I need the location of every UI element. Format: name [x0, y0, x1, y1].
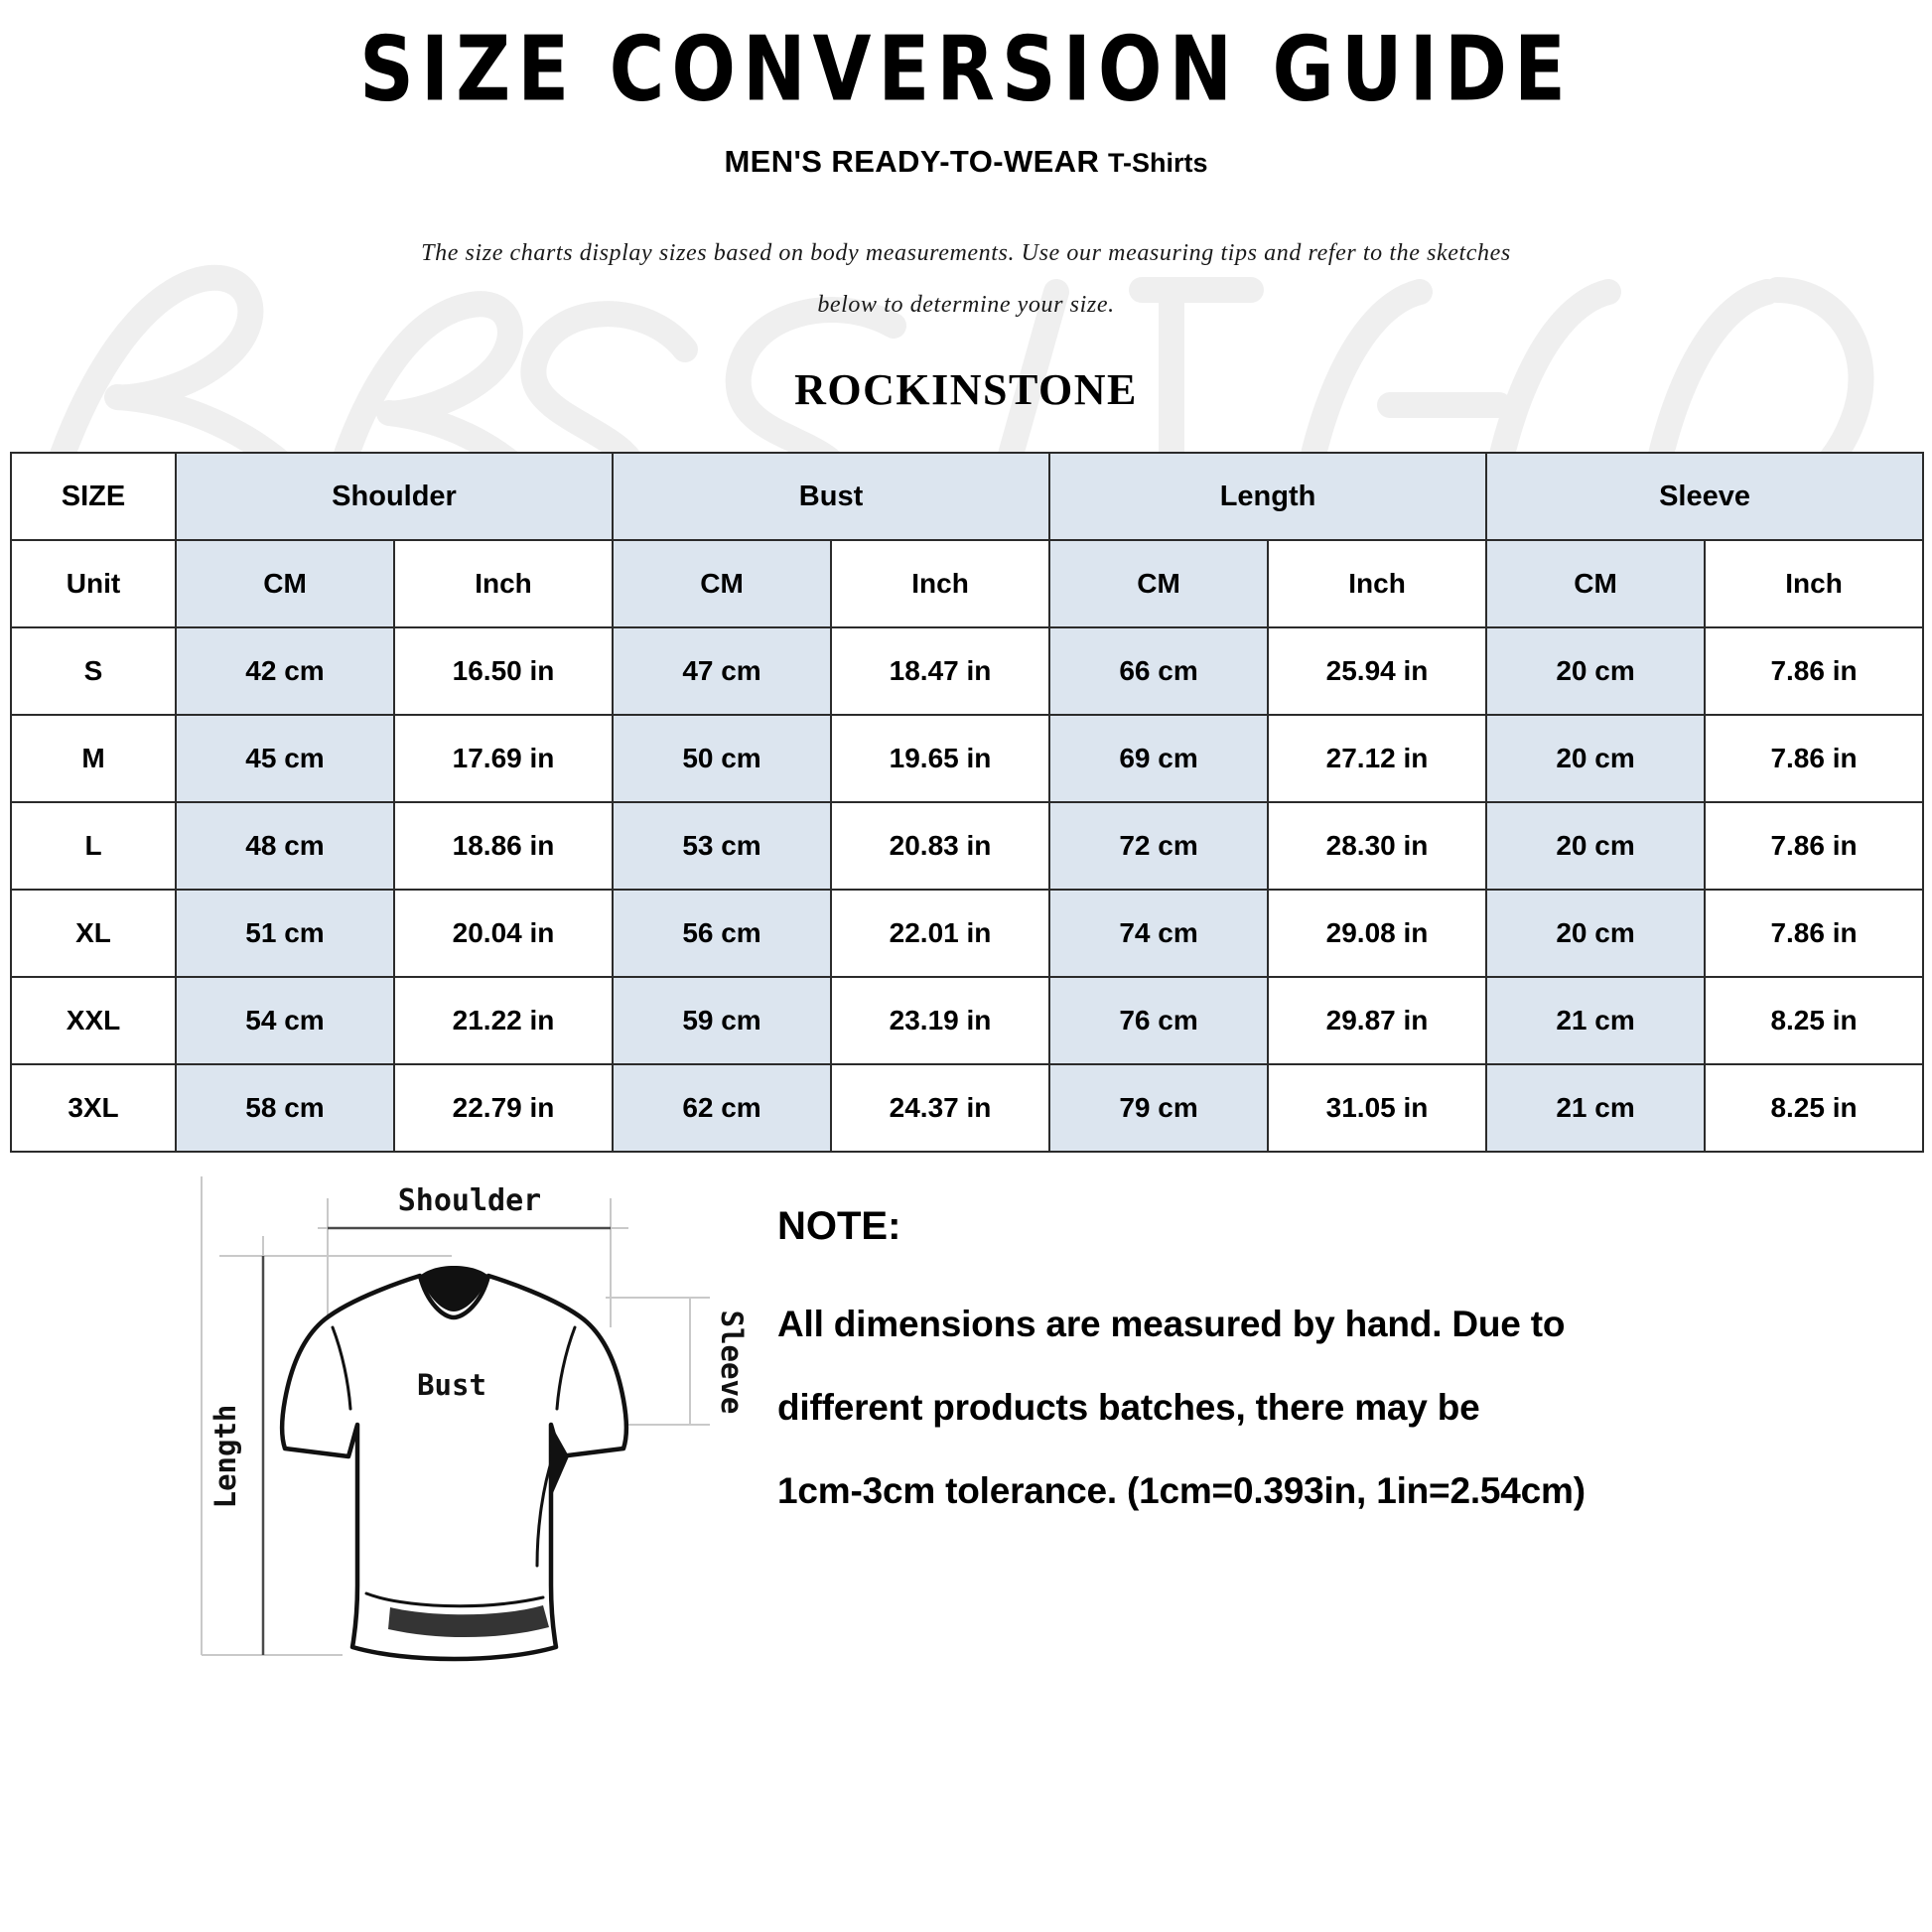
note-line-3: 1cm-3cm tolerance. (1cm=0.393in, 1in=2.5… [777, 1470, 1586, 1511]
header-length: Length [1048, 452, 1488, 541]
cell-measurement: 18.47 in [830, 626, 1051, 716]
cell-measurement: 8.25 in [1704, 976, 1925, 1065]
cell-measurement: 7.86 in [1704, 801, 1925, 891]
cell-measurement: 25.94 in [1267, 626, 1488, 716]
cell-measurement: 29.87 in [1267, 976, 1488, 1065]
brand-name: ROCKINSTONE [794, 365, 1138, 414]
header-sleeve-cm: CM [1485, 539, 1707, 628]
cell-measurement: 18.86 in [392, 801, 615, 891]
cell-measurement: 23.19 in [830, 976, 1051, 1065]
subtitle-category: MEN'S READY-TO-WEAR [724, 144, 1100, 179]
cell-measurement: 27.12 in [1267, 714, 1488, 803]
cell-size: S [10, 626, 177, 716]
subtitle: MEN'S READY-TO-WEAR T-Shirts [0, 144, 1932, 180]
header-sleeve: Sleeve [1485, 452, 1925, 541]
cell-size: XXL [10, 976, 177, 1065]
header-shoulder-cm: CM [175, 539, 395, 628]
cell-measurement: 22.79 in [392, 1063, 615, 1153]
cell-measurement: 59 cm [612, 976, 833, 1065]
cell-measurement: 7.86 in [1704, 714, 1925, 803]
cell-measurement: 76 cm [1048, 976, 1270, 1065]
table-row: XL 51 cm 20.04 in 56 cm 22.01 in 74 cm 29.08 i… [10, 889, 1925, 978]
header-shoulder-inch: Inch [392, 539, 615, 628]
cell-measurement: 20.83 in [830, 801, 1051, 891]
size-conversion-table: SIZE Shoulder Bust Length Sleeve Unit CM… [10, 452, 1925, 1153]
cell-size: XL [10, 889, 177, 978]
cell-measurement: 20.04 in [392, 889, 615, 978]
header-bust-inch: Inch [830, 539, 1051, 628]
cell-measurement: 42 cm [175, 626, 395, 716]
cell-measurement: 50 cm [612, 714, 833, 803]
tshirt-measurement-diagram: Shoulder Bust Length Sleeve [154, 1159, 750, 1685]
cell-size: L [10, 801, 177, 891]
cell-measurement: 56 cm [612, 889, 833, 978]
cell-measurement: 7.86 in [1704, 626, 1925, 716]
cell-measurement: 17.69 in [392, 714, 615, 803]
page-title: SIZE CONVERSION GUIDE [359, 16, 1573, 121]
size-table-body: S 42 cm 16.50 in 47 cm 18.47 in 66 cm 25.94 in… [10, 626, 1925, 1153]
cell-measurement: 22.01 in [830, 889, 1051, 978]
cell-measurement: 16.50 in [392, 626, 615, 716]
page-header: SIZE CONVERSION GUIDE MEN'S READY-TO-WEA… [0, 0, 1932, 415]
cell-measurement: 51 cm [175, 889, 395, 978]
cell-size: M [10, 714, 177, 803]
table-row: 3XL 58 cm 22.79 in 62 cm 24.37 in 79 cm 31.05 … [10, 1063, 1925, 1153]
header-unit: Unit [10, 539, 177, 628]
cell-measurement: 21.22 in [392, 976, 615, 1065]
diagram-label-length: Length [208, 1405, 242, 1509]
subtitle-product: T-Shirts [1108, 148, 1208, 178]
cell-measurement: 72 cm [1048, 801, 1270, 891]
table-row: M 45 cm 17.69 in 50 cm 19.65 in 69 cm 27.12 in… [10, 714, 1925, 803]
cell-measurement: 24.37 in [830, 1063, 1051, 1153]
note-line-2: different products batches, there may be [777, 1387, 1480, 1428]
diagram-label-sleeve: Sleeve [715, 1311, 749, 1415]
header-size: SIZE [10, 452, 177, 541]
cell-measurement: 45 cm [175, 714, 395, 803]
size-table-container: SIZE Shoulder Bust Length Sleeve Unit CM… [10, 452, 1925, 1153]
cell-measurement: 66 cm [1048, 626, 1270, 716]
table-row: XXL 54 cm 21.22 in 59 cm 23.19 in 76 cm 29.87 … [10, 976, 1925, 1065]
table-row: L 48 cm 18.86 in 53 cm 20.83 in 72 cm 28.30 in… [10, 801, 1925, 891]
cell-size: 3XL [10, 1063, 177, 1153]
header-sleeve-inch: Inch [1704, 539, 1925, 628]
cell-measurement: 20 cm [1485, 801, 1707, 891]
cell-measurement: 20 cm [1485, 714, 1707, 803]
header-shoulder: Shoulder [174, 452, 615, 541]
table-row: S 42 cm 16.50 in 47 cm 18.47 in 66 cm 25.94 in… [10, 626, 1925, 716]
diagram-label-bust: Bust [417, 1368, 486, 1402]
table-header-row-measurements: SIZE Shoulder Bust Length Sleeve [10, 452, 1925, 541]
bottom-section: Shoulder Bust Length Sleeve NOTE: All di… [0, 1159, 1932, 1685]
cell-measurement: 28.30 in [1267, 801, 1488, 891]
header-length-cm: CM [1048, 539, 1270, 628]
cell-measurement: 20 cm [1485, 626, 1707, 716]
cell-measurement: 29.08 in [1267, 889, 1488, 978]
header-bust: Bust [612, 452, 1051, 541]
cell-measurement: 62 cm [612, 1063, 833, 1153]
cell-measurement: 58 cm [175, 1063, 395, 1153]
cell-measurement: 48 cm [175, 801, 395, 891]
header-length-inch: Inch [1267, 539, 1488, 628]
note-section: NOTE: All dimensions are measured by han… [750, 1159, 1932, 1533]
cell-measurement: 7.86 in [1704, 889, 1925, 978]
cell-measurement: 8.25 in [1704, 1063, 1925, 1153]
cell-measurement: 69 cm [1048, 714, 1270, 803]
header-bust-cm: CM [612, 539, 833, 628]
cell-measurement: 74 cm [1048, 889, 1270, 978]
cell-measurement: 21 cm [1485, 1063, 1707, 1153]
table-header-row-units: Unit CM Inch CM Inch CM Inch CM Inch [10, 539, 1925, 628]
cell-measurement: 20 cm [1485, 889, 1707, 978]
cell-measurement: 53 cm [612, 801, 833, 891]
diagram-label-shoulder: Shoulder [398, 1183, 542, 1218]
note-line-1: All dimensions are measured by hand. Due… [777, 1304, 1566, 1344]
note-title: NOTE: [777, 1204, 901, 1248]
cell-measurement: 79 cm [1048, 1063, 1270, 1153]
cell-measurement: 31.05 in [1267, 1063, 1488, 1153]
description-text: The size charts display sizes based on b… [421, 240, 1511, 318]
cell-measurement: 47 cm [612, 626, 833, 716]
cell-measurement: 54 cm [175, 976, 395, 1065]
cell-measurement: 21 cm [1485, 976, 1707, 1065]
cell-measurement: 19.65 in [830, 714, 1051, 803]
